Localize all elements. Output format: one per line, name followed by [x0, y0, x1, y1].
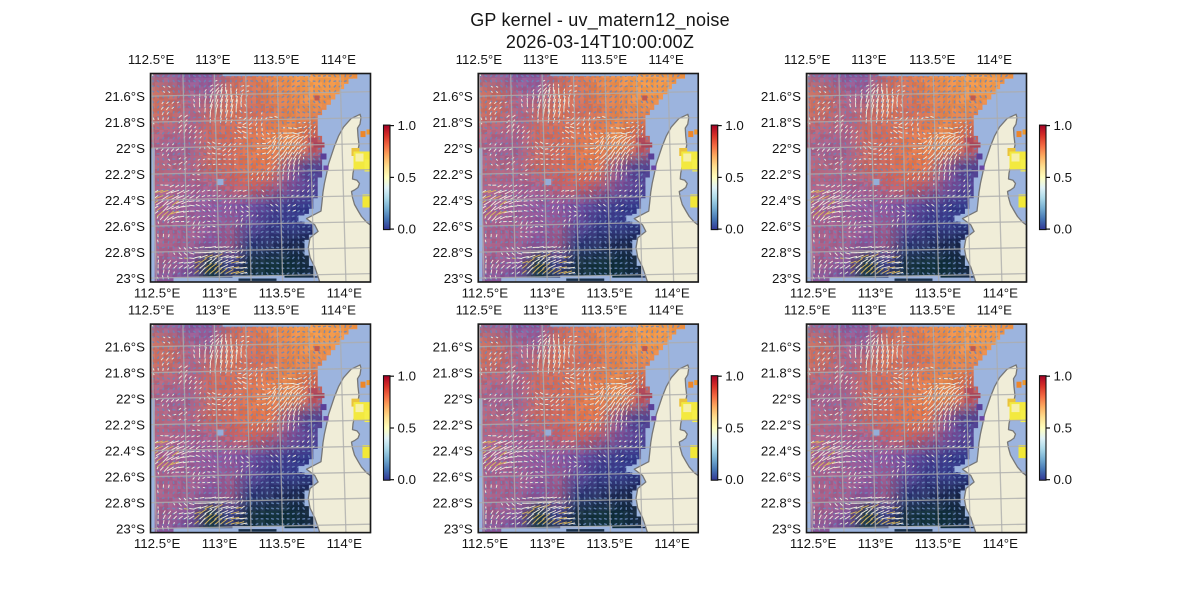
- svg-text:2026-03-14T10:00:00Z: 2026-03-14T10:00:00Z: [506, 32, 694, 52]
- svg-text:GP kernel - uv_matern12_noise: GP kernel - uv_matern12_noise: [470, 10, 730, 31]
